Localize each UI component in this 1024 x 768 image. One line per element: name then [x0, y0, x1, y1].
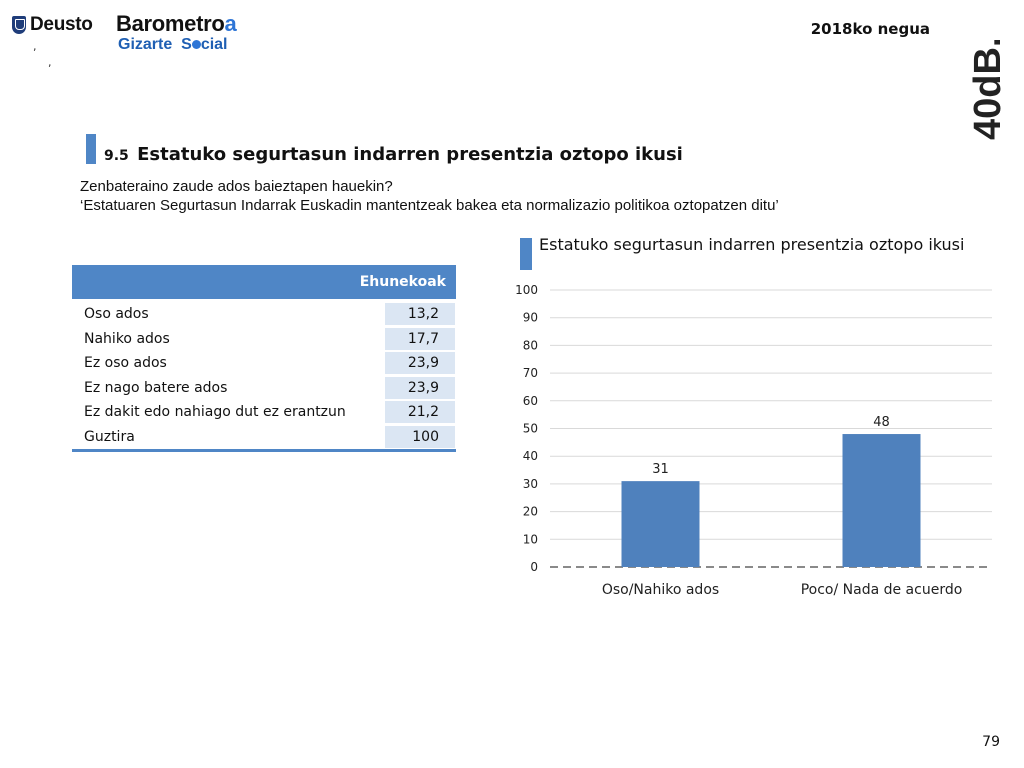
table-header: Ehunekoak: [72, 265, 456, 299]
question-line: Zenbateraino zaude ados baieztapen hauek…: [80, 178, 393, 195]
x-category-label: Oso/Nahiko ados: [602, 582, 719, 598]
question-line: ‘Estatuaren Segurtasun Indarrak Euskadin…: [80, 197, 779, 214]
deusto-wordmark: Deusto: [30, 14, 93, 35]
row-value: 23,9: [385, 376, 455, 399]
y-tick-label: 40: [523, 449, 538, 463]
chart-title: Estatuko segurtasun indarren presentzia …: [539, 235, 965, 254]
row-label: Ez oso ados: [84, 355, 167, 372]
y-tick-label: 0: [530, 560, 538, 574]
y-tick-label: 50: [523, 422, 538, 436]
y-tick-label: 90: [523, 311, 538, 325]
shield-icon: [12, 16, 26, 34]
table-row: Ez oso ados 23,9: [72, 351, 456, 376]
page-number: 79: [982, 734, 1000, 750]
y-tick-label: 80: [523, 338, 538, 352]
tick-mark: ,: [33, 40, 37, 53]
row-label: Guztira: [84, 428, 135, 445]
row-value: 17,7: [385, 327, 455, 350]
x-category-label: Poco/ Nada de acuerdo: [801, 582, 963, 598]
y-tick-label: 60: [523, 394, 538, 408]
percent-table: Ehunekoak Oso ados 13,2 Nahiko ados 17,7…: [72, 265, 456, 452]
season-label: 2018ko negua: [810, 20, 930, 38]
brand-40db-logo: 40dB.: [968, 40, 1008, 140]
row-value: 100: [385, 425, 455, 448]
y-tick-label: 30: [523, 477, 538, 491]
row-value: 23,9: [385, 352, 455, 375]
svg-text:40dB.: 40dB.: [968, 40, 1008, 140]
row-label: Nahiko ados: [84, 330, 170, 347]
barometro-wordmark: Barometroa: [116, 11, 237, 36]
y-tick-label: 10: [523, 532, 538, 546]
section-title: 9.5 Estatuko segurtasun indarren present…: [104, 144, 683, 165]
y-tick-label: 70: [523, 366, 538, 380]
table-row: Oso ados 13,2: [72, 302, 456, 327]
y-tick-label: 100: [515, 283, 538, 297]
data-label: 48: [873, 415, 890, 430]
deusto-logo: Deusto: [12, 14, 93, 36]
question-text: Zenbateraino zaude ados baieztapen hauek…: [80, 177, 779, 215]
tick-mark: ,: [48, 56, 52, 69]
y-tick-label: 20: [523, 505, 538, 519]
circle-dot-icon: [191, 40, 201, 49]
table-row: Nahiko ados 17,7: [72, 327, 456, 352]
row-label: Oso ados: [84, 306, 149, 323]
row-value: 21,2: [385, 401, 455, 424]
bar: [842, 434, 921, 567]
row-label: Ez dakit edo nahiago dut ez erantzun: [84, 404, 346, 421]
data-label: 31: [652, 462, 669, 477]
table-row: Ez nago batere ados 23,9: [72, 376, 456, 401]
table-row: Guztira 100: [72, 425, 456, 450]
table-row: Ez dakit edo nahiago dut ez erantzun 21,…: [72, 400, 456, 425]
chart-accent-bar: [520, 238, 532, 270]
table-bottom-rule: [72, 449, 456, 452]
row-label: Ez nago batere ados: [84, 379, 228, 396]
bar-chart: 0 10 20 30 40 50 60 70 80 90 100 31 Oso/Nahiko ados 4…: [515, 283, 992, 598]
bar: [621, 481, 700, 567]
row-value: 13,2: [385, 303, 455, 326]
section-accent-bar: [86, 134, 96, 164]
section-number: 9.5: [104, 148, 129, 164]
